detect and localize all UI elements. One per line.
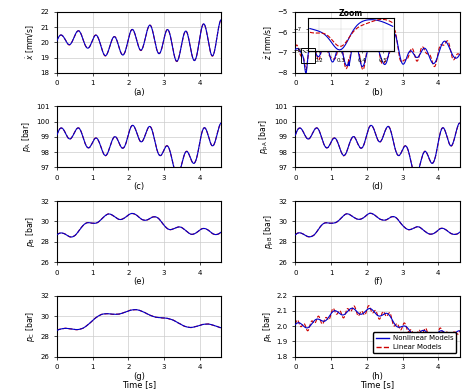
X-axis label: (a): (a)	[133, 88, 145, 97]
X-axis label: (b): (b)	[372, 88, 383, 97]
Y-axis label: $\dot{x}$ [mm/s]: $\dot{x}$ [mm/s]	[25, 24, 37, 60]
X-axis label: (h): (h)	[372, 372, 383, 381]
X-axis label: (c): (c)	[134, 183, 145, 191]
Y-axis label: $p_\mathrm{B}$ [bar]: $p_\mathrm{B}$ [bar]	[25, 216, 37, 247]
X-axis label: (d): (d)	[372, 183, 383, 191]
X-axis label: (g): (g)	[133, 372, 145, 381]
Text: Time [s]: Time [s]	[361, 380, 395, 389]
Y-axis label: $p_\mathrm{C}$ [bar]: $p_\mathrm{C}$ [bar]	[25, 310, 37, 342]
X-axis label: (e): (e)	[133, 277, 145, 286]
X-axis label: (f): (f)	[373, 277, 383, 286]
Legend: Nonlinear Models, Linear Models: Nonlinear Models, Linear Models	[373, 332, 456, 353]
Bar	[301, 48, 315, 63]
Y-axis label: $\dot{z}$ [mm/s]: $\dot{z}$ [mm/s]	[262, 25, 274, 60]
Y-axis label: $p_\mathrm{pB}$ [bar]: $p_\mathrm{pB}$ [bar]	[263, 214, 276, 249]
Y-axis label: $p_\mathrm{pA}$ [bar]: $p_\mathrm{pA}$ [bar]	[258, 120, 272, 154]
Y-axis label: $p_\mathrm{R}$ [bar]: $p_\mathrm{R}$ [bar]	[261, 310, 273, 342]
Y-axis label: $p_\mathrm{A}$ [bar]: $p_\mathrm{A}$ [bar]	[20, 122, 33, 152]
Text: Time [s]: Time [s]	[122, 380, 156, 389]
